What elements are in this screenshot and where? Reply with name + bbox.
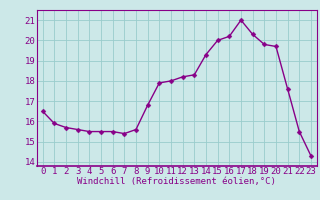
X-axis label: Windchill (Refroidissement éolien,°C): Windchill (Refroidissement éolien,°C) bbox=[77, 177, 276, 186]
